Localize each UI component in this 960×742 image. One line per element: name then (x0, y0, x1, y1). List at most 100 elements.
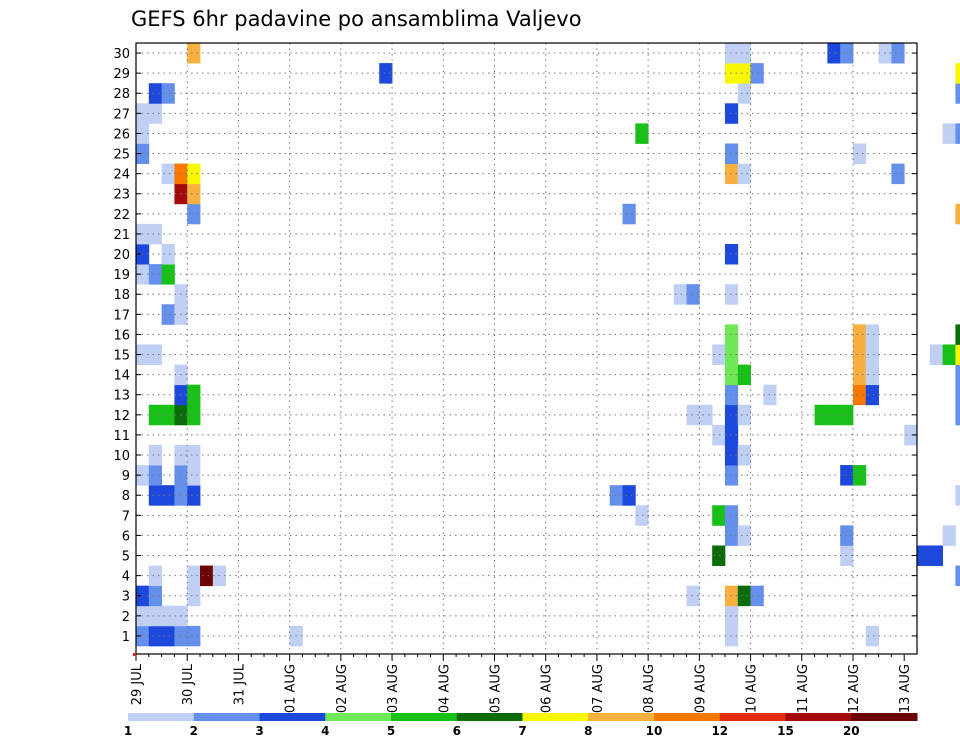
heat-cell (148, 605, 162, 627)
heat-cell (929, 344, 943, 365)
heat-cell (148, 465, 162, 486)
heat-cell (929, 545, 943, 566)
heat-cell (865, 384, 879, 406)
y-axis: 1234567891011121314151617181920212223242… (113, 47, 917, 645)
heat-cell (161, 485, 175, 506)
y-tick-label: 20 (113, 248, 130, 263)
legend-swatch (522, 713, 589, 721)
x-tick-label: 01 AUG (284, 664, 299, 713)
heat-cell (955, 364, 960, 386)
heat-cell (942, 525, 956, 546)
y-tick-label: 11 (113, 429, 130, 444)
legend-label: 8 (584, 724, 592, 738)
y-tick-label: 18 (113, 288, 130, 303)
heat-cell (148, 625, 162, 647)
heat-cell (724, 284, 739, 305)
heat-cell (724, 344, 739, 365)
heat-cell (891, 163, 905, 185)
heat-cell (724, 525, 739, 546)
heat-cell (161, 625, 175, 647)
legend-swatch (456, 713, 523, 721)
heat-cell (750, 63, 764, 84)
chart-title: GEFS 6hr padavine po ansamblima Valjevo (131, 7, 582, 31)
heat-cell (161, 605, 175, 627)
y-tick-label: 1 (122, 630, 130, 645)
heat-cell (955, 565, 960, 587)
heat-cell (187, 465, 201, 486)
heat-cell (955, 123, 960, 144)
heat-cell (737, 444, 751, 466)
x-tick-label: 12 AUG (847, 664, 862, 713)
legend-swatch (785, 713, 852, 721)
heat-cell (673, 284, 687, 305)
heat-cell (712, 545, 726, 566)
legend-label: 7 (518, 724, 526, 738)
heat-cell (161, 404, 175, 426)
x-tick-label: 13 AUG (898, 664, 913, 713)
x-tick-label: 09 AUG (693, 664, 708, 713)
heat-cell (187, 404, 201, 426)
y-tick-label: 30 (113, 47, 130, 62)
x-tick-label: 07 AUG (591, 664, 606, 713)
heat-cell (865, 324, 879, 345)
legend-label: 15 (777, 724, 794, 738)
x-tick-label: 11 AUG (796, 664, 811, 713)
heat-cell (187, 43, 201, 64)
y-tick-label: 10 (113, 449, 130, 464)
heat-cell (686, 284, 700, 305)
plot-frame (135, 42, 918, 655)
heat-cell (724, 605, 739, 627)
x-tick-label: 04 AUG (437, 664, 452, 713)
y-tick-label: 4 (122, 570, 130, 585)
heat-cell (724, 424, 739, 446)
x-tick-label: 05 AUG (489, 664, 504, 713)
heat-cell (955, 83, 960, 104)
heat-cell (904, 424, 918, 446)
heat-cell (148, 223, 162, 245)
heat-cell (622, 203, 636, 225)
heat-cell (635, 505, 649, 526)
y-tick-label: 24 (113, 168, 130, 183)
legend-swatch (325, 713, 392, 721)
y-tick-label: 2 (122, 610, 130, 625)
grid-lines (136, 43, 917, 654)
heat-cell (750, 585, 764, 607)
heat-cell (187, 444, 201, 466)
heat-cell (187, 203, 201, 225)
heat-cell (724, 364, 739, 386)
heat-cell (724, 444, 739, 466)
legend-swatch (654, 713, 721, 721)
x-tick-label: 08 AUG (642, 664, 657, 713)
heat-cell (852, 465, 867, 486)
heat-cell (724, 384, 739, 406)
heat-cell (724, 43, 739, 64)
heat-cell (827, 404, 841, 426)
legend-label: 2 (190, 724, 198, 738)
heat-cell (635, 123, 649, 144)
heat-cell (852, 344, 867, 365)
heat-cell (955, 324, 960, 345)
heat-cell (917, 545, 931, 566)
legend-label: 5 (387, 724, 395, 738)
y-tick-label: 3 (122, 590, 130, 605)
heat-cell (724, 404, 739, 426)
axis-origin-marker (133, 653, 136, 656)
legend-swatch (851, 713, 918, 721)
heat-cell (148, 585, 162, 607)
heat-cell (827, 43, 841, 64)
heat-cell (865, 364, 879, 386)
heat-cell (148, 485, 162, 506)
heat-cell (737, 364, 751, 386)
heat-cell (712, 344, 726, 365)
heat-cell (814, 404, 828, 426)
heat-cell (187, 183, 201, 205)
heat-cell (852, 324, 867, 345)
heat-cell (724, 243, 739, 265)
y-tick-label: 27 (113, 107, 130, 122)
legend-label: 1 (124, 724, 132, 738)
heat-cell (161, 264, 175, 285)
legend-label: 20 (843, 724, 860, 738)
y-tick-label: 29 (113, 67, 130, 82)
heat-cell (852, 364, 867, 386)
heat-cell (724, 103, 739, 124)
